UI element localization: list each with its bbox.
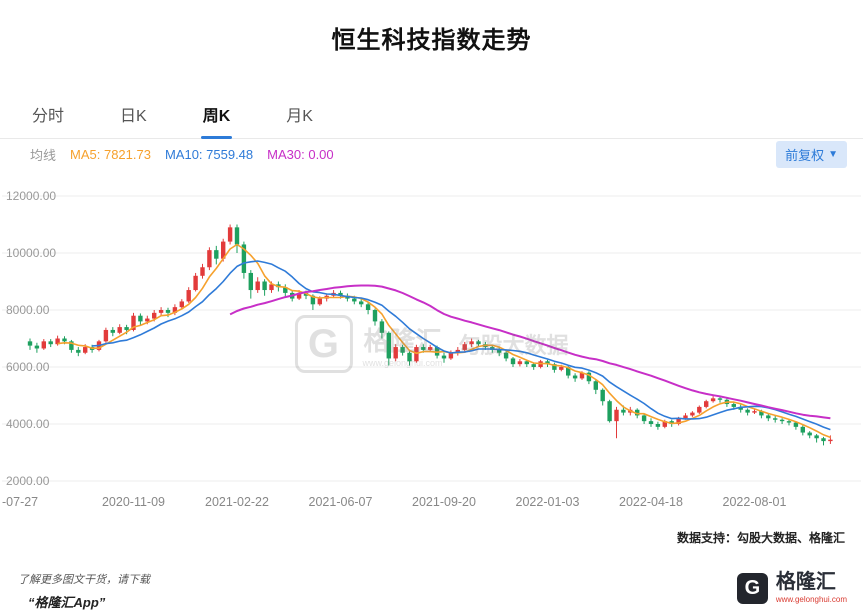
svg-text:4000.00: 4000.00	[6, 417, 50, 431]
footer-promo-line2: “格隆汇App”	[28, 595, 106, 610]
tab-weekly-k[interactable]: 周K	[200, 94, 233, 139]
svg-text:2021-09-20: 2021-09-20	[412, 495, 476, 509]
svg-text:10000.00: 10000.00	[6, 246, 56, 260]
ma10-value: MA10: 7559.48	[164, 147, 254, 162]
svg-text:6000.00: 6000.00	[6, 360, 50, 374]
svg-text:2000.00: 2000.00	[6, 474, 50, 488]
footer-promo-line1: 了解更多图文干货，请下载	[18, 574, 150, 586]
adjust-mode-label: 前复权	[785, 148, 825, 163]
footer-brand: G 格隆汇 www.gelonghui.com	[736, 571, 847, 604]
svg-text:2021-06-07: 2021-06-07	[309, 495, 373, 509]
ma-legend-prefix: 均线	[30, 148, 57, 163]
svg-text:12000.00: 12000.00	[6, 189, 56, 203]
adjust-mode-dropdown[interactable]: 前复权 ▼	[776, 141, 847, 168]
svg-text:2022-01-03: 2022-01-03	[516, 495, 580, 509]
svg-text:8000.00: 8000.00	[6, 303, 50, 317]
gelonghui-logo-icon: G	[736, 572, 768, 604]
svg-text:2021-02-22: 2021-02-22	[205, 495, 269, 509]
svg-text:2022-08-01: 2022-08-01	[723, 495, 787, 509]
page-title: 恒生科技指数走势	[331, 27, 532, 54]
chart-area: 12000.00 10000.00 8000.00 6000.00 4000.00 200…	[0, 180, 863, 520]
ma5-value: MA5: 7821.73	[70, 147, 151, 162]
svg-text:2020-11-09: 2020-11-09	[102, 495, 165, 509]
tab-daily-k[interactable]: 日K	[120, 108, 147, 125]
ma-legend: 均线 MA5: 7821.73 MA10: 7559.48 MA30: 0.00	[30, 145, 334, 164]
ma30-value: MA30: 0.00	[267, 147, 334, 162]
svg-text:-07-27: -07-27	[2, 495, 38, 509]
svg-text:2022-04-18: 2022-04-18	[619, 495, 683, 509]
period-tabbar: 分时 日K 周K 月K	[0, 94, 863, 139]
footer-brand-name: 格隆汇	[775, 571, 836, 593]
chevron-down-icon: ▼	[828, 149, 838, 160]
tab-minute[interactable]: 分时	[32, 108, 65, 125]
footer-brand-url: www.gelonghui.com	[775, 595, 847, 604]
data-support-note: 数据支持：勾股大数据、格隆汇	[676, 531, 845, 545]
candlestick-chart: 12000.00 10000.00 8000.00 6000.00 4000.00 200…	[2, 189, 861, 509]
tab-monthly-k[interactable]: 月K	[286, 108, 313, 125]
